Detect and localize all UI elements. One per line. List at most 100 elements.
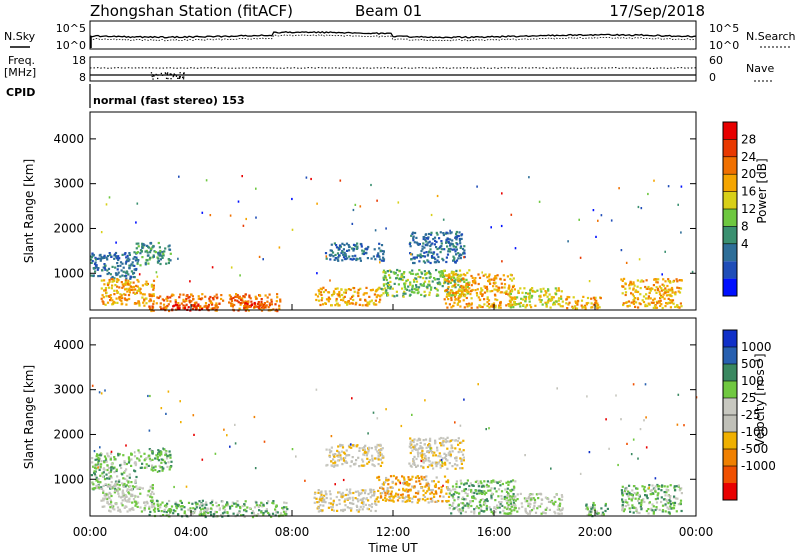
nave-tick-top: 60 bbox=[709, 54, 723, 67]
colorbar-swatch bbox=[723, 398, 737, 415]
scatter-region bbox=[507, 286, 564, 309]
nave-dip-point bbox=[153, 75, 155, 77]
nsky-tick-bottom: 10^0 bbox=[56, 39, 86, 52]
freq-trace bbox=[89, 67, 697, 80]
nave-dip-point bbox=[151, 75, 153, 78]
freq-tick-top: 18 bbox=[72, 54, 86, 67]
scatter-region bbox=[324, 242, 386, 262]
scatter-region bbox=[148, 499, 289, 519]
velocity-colorbar-label: Velocity [m s⁻¹] bbox=[753, 353, 767, 446]
y-tick-label: 4000 bbox=[53, 132, 84, 146]
colorbar-swatch bbox=[723, 330, 737, 347]
nave-dip-point bbox=[179, 76, 181, 78]
colorbar-tick-label: 8 bbox=[741, 219, 749, 233]
colorbar-tick-label: -25 bbox=[741, 408, 761, 422]
colorbar-tick-label: 4 bbox=[741, 237, 749, 251]
colorbar-swatch bbox=[723, 139, 737, 157]
colorbar-tick-label: -1000 bbox=[741, 459, 776, 473]
nave-dip-point bbox=[179, 77, 181, 79]
scatter-region bbox=[506, 492, 564, 515]
power-colorbar: 28 24 20 16 12 8 4 bbox=[722, 121, 756, 297]
scatter-region bbox=[148, 293, 282, 313]
nsky-trace bbox=[89, 30, 697, 48]
nsky-panel bbox=[89, 20, 697, 50]
nave-dip-point bbox=[165, 77, 168, 79]
scatter-region bbox=[90, 452, 138, 491]
colorbar-tick-label: 20 bbox=[741, 167, 756, 181]
colorbar-swatch bbox=[723, 483, 737, 500]
scatter-region bbox=[448, 479, 517, 515]
colorbar-swatch bbox=[723, 278, 737, 296]
colorbar-swatch bbox=[723, 432, 737, 449]
colorbar-swatch bbox=[723, 191, 737, 209]
nave-dip-point bbox=[178, 76, 181, 78]
nave-dip-point bbox=[172, 75, 174, 78]
colorbar-tick-label: -500 bbox=[741, 442, 768, 456]
y-tick-label: 2000 bbox=[53, 221, 84, 235]
x-axis-label: Time UT bbox=[367, 541, 418, 554]
y-tick-label: 3000 bbox=[53, 383, 84, 397]
velocity-colorbar: 1000 500 100 25 -25 -100 -500 -1000 bbox=[722, 329, 776, 501]
nave-dip-point bbox=[183, 76, 185, 78]
colorbar-tick-label: 1000 bbox=[741, 340, 772, 354]
y-tick-label: 2000 bbox=[53, 427, 84, 441]
colorbar-tick-label: 500 bbox=[741, 357, 764, 371]
y-tick-label: 1000 bbox=[53, 472, 84, 486]
scatter-region bbox=[408, 230, 466, 265]
colorbar-swatch bbox=[723, 364, 737, 381]
nave-tick-bottom: 0 bbox=[709, 71, 716, 84]
scatter-region bbox=[314, 286, 382, 307]
power-ylabel: Slant Range [km] bbox=[22, 159, 36, 263]
colorbar-tick-label: 12 bbox=[741, 202, 756, 216]
colorbar-swatch bbox=[723, 415, 737, 432]
nave-label: Nave bbox=[746, 62, 774, 75]
station-title: Zhongshan Station (fitACF) bbox=[90, 2, 293, 20]
power-yticks: 4000 3000 2000 1000 bbox=[53, 132, 696, 280]
cpid-text: normal (fast stereo) 153 bbox=[93, 94, 245, 107]
colorbar-swatch bbox=[723, 381, 737, 398]
nsearch-tick-bottom: 10^0 bbox=[709, 39, 739, 52]
beam-label: Beam 01 bbox=[355, 2, 422, 20]
nsky-label: N.Sky bbox=[4, 30, 36, 43]
colorbar-swatch bbox=[723, 209, 737, 227]
colorbar-swatch bbox=[723, 156, 737, 175]
freq-label: Freq. bbox=[8, 54, 35, 67]
freq-tick-bottom: 8 bbox=[79, 71, 86, 84]
velocity-panel bbox=[89, 317, 697, 517]
colorbar-tick-label: 24 bbox=[741, 150, 756, 164]
nave-dip-point bbox=[174, 74, 176, 76]
nave-dip-point bbox=[169, 73, 171, 75]
nave-dip-point bbox=[170, 78, 172, 80]
y-tick-label: 4000 bbox=[53, 338, 84, 352]
velocity-yticks: 4000 3000 2000 1000 bbox=[53, 338, 696, 486]
colorbar-swatch bbox=[723, 261, 737, 279]
colorbar-swatch bbox=[723, 449, 737, 466]
y-tick-label: 3000 bbox=[53, 177, 84, 191]
x-tick-label: 04:00 bbox=[174, 525, 209, 539]
colorbar-tick-label: 28 bbox=[741, 132, 756, 146]
freq-unit: [MHz] bbox=[4, 66, 36, 79]
nave-dip-point bbox=[166, 73, 168, 75]
nave-dip-point bbox=[152, 78, 154, 80]
sparse-echoes bbox=[91, 383, 698, 489]
date-label: 17/Sep/2018 bbox=[609, 2, 705, 20]
nave-dip-point bbox=[167, 72, 169, 74]
x-axis-ticks: 00:00 04:00 08:00 12:00 16:00 20:00 00:00 bbox=[73, 304, 713, 539]
colorbar-swatch bbox=[723, 466, 737, 483]
x-tick-label: 20:00 bbox=[578, 525, 613, 539]
nave-dip-point bbox=[173, 75, 175, 77]
freq-panel bbox=[89, 56, 697, 82]
nave-dip-point bbox=[157, 77, 159, 80]
colorbar-swatch bbox=[723, 174, 737, 192]
colorbar-swatch bbox=[723, 347, 737, 364]
nave-dip-point bbox=[182, 78, 185, 80]
x-tick-label: 12:00 bbox=[376, 525, 411, 539]
colorbar-swatch bbox=[723, 122, 737, 140]
scatter-region bbox=[585, 501, 609, 518]
sparse-echoes bbox=[100, 175, 694, 283]
nave-dip-point bbox=[182, 76, 184, 79]
scatter-region bbox=[135, 241, 172, 267]
colorbar-tick-label: 100 bbox=[741, 374, 764, 388]
nave-dip-point bbox=[157, 74, 159, 76]
